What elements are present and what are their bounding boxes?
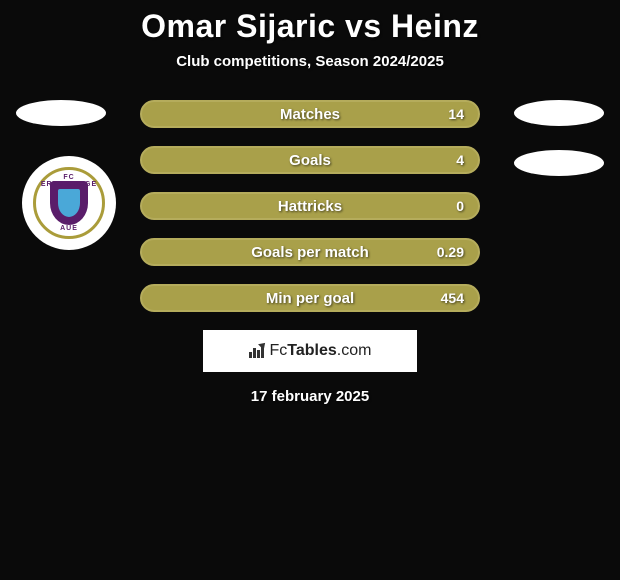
stat-value: 0 <box>456 198 464 214</box>
club-badge-inner: FC ERZGEBIRGE AUE <box>33 167 105 239</box>
club-badge-text-bottom: AUE <box>36 225 102 232</box>
placeholder-ellipse-right-top <box>514 100 604 126</box>
stat-value: 0.29 <box>437 244 464 260</box>
page-subtitle: Club competitions, Season 2024/2025 <box>0 53 620 70</box>
date-text: 17 february 2025 <box>0 388 620 405</box>
stat-row-gpm: Goals per match 0.29 <box>140 238 480 266</box>
stat-bars: Matches 14 Goals 4 Hattricks 0 Goals per… <box>140 100 480 312</box>
stat-label: Min per goal <box>266 290 354 307</box>
stat-label: Goals per match <box>251 244 369 261</box>
club-badge-text-top: FC ERZGEBIRGE <box>36 174 102 188</box>
source-logo-text: FcTables.com <box>270 342 372 360</box>
stat-label: Hattricks <box>278 198 342 215</box>
stat-row-hattricks: Hattricks 0 <box>140 192 480 220</box>
comparison-content: FC ERZGEBIRGE AUE Matches 14 Goals 4 Hat… <box>0 100 620 405</box>
club-badge: FC ERZGEBIRGE AUE <box>22 156 116 250</box>
placeholder-ellipse-left <box>16 100 106 126</box>
placeholder-ellipse-right-mid <box>514 150 604 176</box>
stat-row-mpg: Min per goal 454 <box>140 284 480 312</box>
stat-value: 454 <box>441 290 464 306</box>
stat-row-matches: Matches 14 <box>140 100 480 128</box>
club-badge-shield-inner-icon <box>58 189 80 217</box>
stat-row-goals: Goals 4 <box>140 146 480 174</box>
source-logo-box: FcTables.com <box>203 330 417 372</box>
stat-label: Matches <box>280 106 340 123</box>
stat-label: Goals <box>289 152 331 169</box>
bar-chart-icon <box>249 344 264 358</box>
stat-value: 4 <box>456 152 464 168</box>
logo-bold: Tables <box>287 342 337 359</box>
page-title: Omar Sijaric vs Heinz <box>0 0 620 45</box>
stat-value: 14 <box>448 106 464 122</box>
logo-suffix: .com <box>337 342 372 359</box>
logo-prefix: Fc <box>270 342 288 359</box>
